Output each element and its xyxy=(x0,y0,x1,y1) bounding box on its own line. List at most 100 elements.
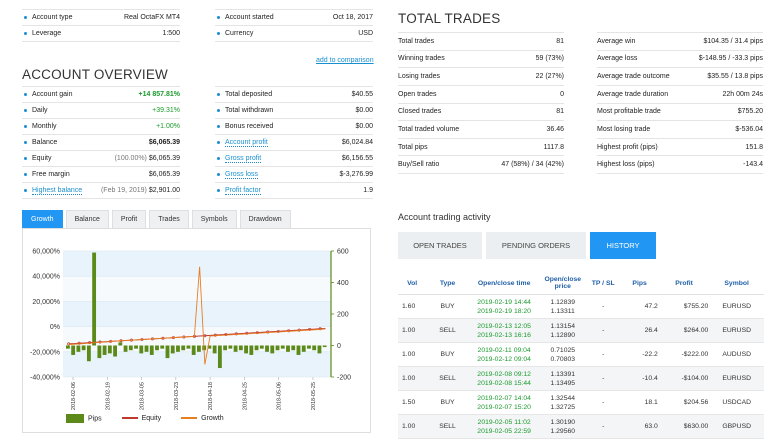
gross-loss-link[interactable]: Gross loss xyxy=(225,171,259,179)
highest-balance-link[interactable]: Highest balance xyxy=(32,187,83,195)
pips-bar xyxy=(296,345,301,355)
tt-ratio-value: 47 (58%) / 34 (42%) xyxy=(479,155,564,174)
gross-profit-link[interactable]: Gross profit xyxy=(225,155,262,163)
pips-bar xyxy=(301,345,306,352)
table-row[interactable]: 1.50 BUY 2019-02-07 14:04 2019-02-07 15:20 1… xyxy=(398,390,764,415)
growth-swatch xyxy=(181,417,198,420)
price-cell: 1.12839 1.13311 xyxy=(539,294,587,319)
gross-profit-label: Gross profit xyxy=(215,150,316,167)
time-cell: 2019-02-07 14:04 2019-02-07 15:20 xyxy=(468,390,540,415)
pips-bar xyxy=(76,345,81,352)
equity-point xyxy=(308,327,312,331)
table-row[interactable]: 1.00 SELL 2019-02-05 11:02 2019-02-05 22:59… xyxy=(398,414,764,439)
account-profit-link[interactable]: Account profit xyxy=(225,139,268,147)
add-to-comparison-link[interactable]: add to comparison xyxy=(316,57,374,64)
pips-bar xyxy=(97,345,102,359)
symbol-cell: USDCAD xyxy=(709,390,764,415)
profit-factor-value: 1.9 xyxy=(315,182,373,199)
close-time: 2019-02-05 22:59 xyxy=(477,427,531,435)
tab-pending-orders[interactable]: PENDING ORDERS xyxy=(486,232,586,259)
tt-most-losing-label: Most losing trade xyxy=(597,120,686,139)
pips-bar xyxy=(128,345,133,351)
tab-profit[interactable]: Profit xyxy=(111,210,147,229)
close-time: 2019-02-12 09:04 xyxy=(477,355,531,363)
tt-avg-loss-value: $-148.95 / -33.3 pips xyxy=(685,50,763,69)
symbol-cell: EURUSD xyxy=(709,294,764,319)
close-time: 2019-02-13 16:16 xyxy=(477,331,531,339)
tab-history[interactable]: HISTORY xyxy=(590,232,656,259)
left-tick-label: 0% xyxy=(50,324,60,331)
open-price: 1.32544 xyxy=(550,394,576,402)
pips-bar xyxy=(107,345,112,354)
pips-bar xyxy=(149,345,154,355)
left-tick-label: 20,000% xyxy=(32,299,60,306)
equity-label: Equity xyxy=(22,150,91,167)
pips-bar xyxy=(244,345,248,354)
equity-point xyxy=(266,330,270,334)
x-tick-label: 2018-02-19 xyxy=(105,382,111,410)
equity-point xyxy=(67,342,71,346)
equity-point xyxy=(213,333,217,337)
tab-drawdown[interactable]: Drawdown xyxy=(239,210,291,229)
tab-open-trades[interactable]: OPEN TRADES xyxy=(398,232,482,259)
pips-bar xyxy=(186,345,191,349)
total-withdrawn-label: Total withdrawn xyxy=(215,102,316,119)
account-gain-label: Account gain xyxy=(22,86,91,103)
pips-bar xyxy=(291,345,296,351)
tt-total-trades-value: 81 xyxy=(479,32,564,51)
daily-label: Daily xyxy=(22,102,91,119)
profit-cell: -$104.00 xyxy=(658,366,710,391)
left-tick-label: -40,000% xyxy=(30,375,60,382)
pips-bar xyxy=(92,252,97,346)
pips-bar xyxy=(86,345,91,362)
tt-losing-value: 22 (27%) xyxy=(479,67,564,86)
growth-chart-panel: 60,000% 40,000% 20,000% 0% -20,000% -40,000% 6… xyxy=(22,228,371,433)
pips-bar xyxy=(254,345,259,351)
legend-growth[interactable]: Growth xyxy=(181,415,224,422)
price-cell: 1.32544 1.32725 xyxy=(539,390,587,415)
close-price: 0.70803 xyxy=(550,355,576,363)
close-time: 2019-02-07 15:20 xyxy=(477,403,531,411)
pips-bar xyxy=(233,345,238,352)
account-gain-value: +14 857.81% xyxy=(90,86,180,103)
type-cell: BUY xyxy=(426,294,469,319)
x-tick-label: 2018-05-06 xyxy=(277,382,283,410)
tab-symbols[interactable]: Symbols xyxy=(191,210,237,229)
close-price: 1.13311 xyxy=(550,307,575,315)
col-symbol: Symbol xyxy=(709,272,764,295)
col-tpsl: TP / SL xyxy=(586,272,621,295)
tab-trades[interactable]: Trades xyxy=(149,210,189,229)
total-trades-right-table: Average win $104.35 / 31.4 pips Average l… xyxy=(597,32,763,174)
tpsl-cell: - xyxy=(586,414,621,439)
legend-pips[interactable]: Pips xyxy=(66,414,102,423)
balance-value: $6,065.39 xyxy=(90,134,180,151)
close-price: 1.29560 xyxy=(550,427,576,435)
table-row[interactable]: 1.00 BUY 2019-02-11 09:04 2019-02-12 09:04 0… xyxy=(398,342,764,367)
time-cell: 2019-02-08 09:12 2019-02-08 15:44 xyxy=(468,366,540,391)
vol-cell: 1.00 xyxy=(398,366,427,391)
tpsl-cell: - xyxy=(586,366,621,391)
history-body: 1.60 BUY 2019-02-19 14:44 2019-02-19 18:20 1… xyxy=(398,294,764,439)
profit-factor-link[interactable]: Profit factor xyxy=(225,187,261,195)
growth-chart: 60,000% 40,000% 20,000% 0% -20,000% -40,000% 6… xyxy=(30,249,351,411)
price-cell: 0.71025 0.70803 xyxy=(539,342,587,367)
open-time: 2019-02-13 12:05 xyxy=(477,322,531,330)
tab-growth[interactable]: Growth xyxy=(22,210,63,229)
table-row[interactable]: 1.00 SELL 2019-02-13 12:05 2019-02-13 16:16… xyxy=(398,318,764,343)
total-deposited-value: $40.55 xyxy=(315,86,373,103)
overview-left-table: Account gain +14 857.81% Daily +39.31% Mon… xyxy=(22,86,180,199)
equity-point xyxy=(276,329,280,333)
legend-equity[interactable]: Equity xyxy=(121,415,161,422)
tab-balance[interactable]: Balance xyxy=(65,210,109,229)
right-tick-label: -200 xyxy=(337,375,351,382)
activity-tabs: OPEN TRADES PENDING ORDERS HISTORY xyxy=(398,232,656,259)
vol-cell: 1.60 xyxy=(398,294,427,319)
col-pips: Pips xyxy=(620,272,659,295)
table-row[interactable]: 1.60 BUY 2019-02-19 14:44 2019-02-19 18:20 1… xyxy=(398,294,764,319)
pips-cell: -10.4 xyxy=(620,366,659,391)
total-withdrawn-value: $0.00 xyxy=(315,102,373,119)
table-row[interactable]: 1.00 SELL 2019-02-08 09:12 2019-02-08 15:44… xyxy=(398,366,764,391)
symbol-cell: EURUSD xyxy=(709,366,764,391)
account-profit-value: $6,024.84 xyxy=(315,134,373,151)
price-cell: 1.13154 1.12890 xyxy=(539,318,587,343)
